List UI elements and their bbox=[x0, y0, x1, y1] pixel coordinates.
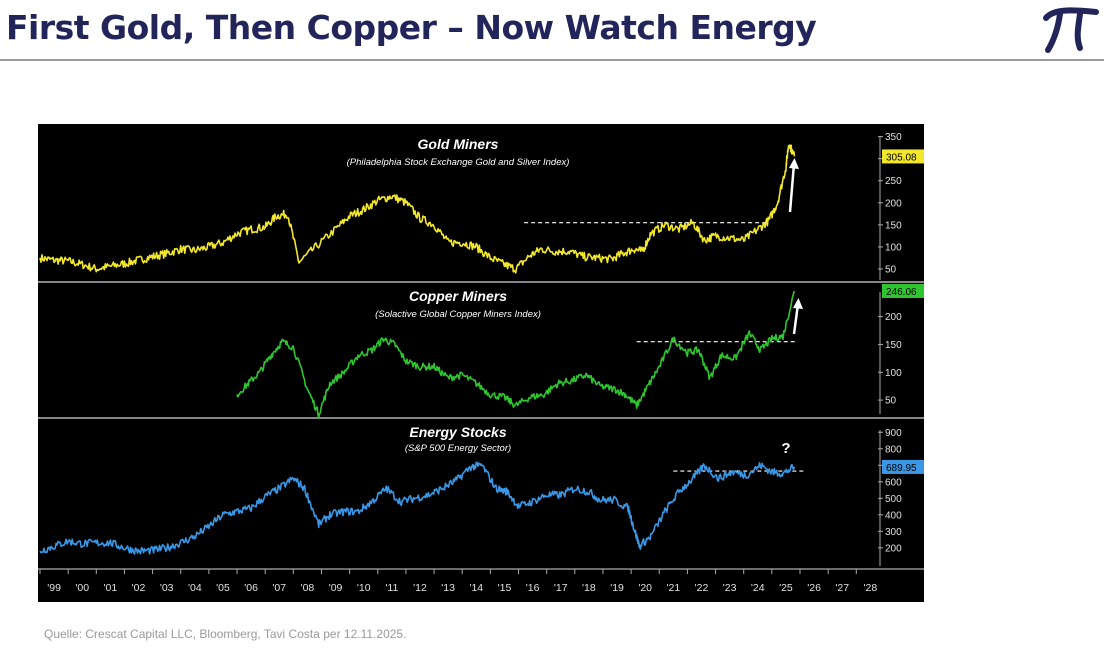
series-line bbox=[39, 461, 796, 555]
x-tick-label: '08 bbox=[301, 582, 315, 594]
panel-subtitle: (Philadelphia Stock Exchange Gold and Si… bbox=[347, 157, 570, 168]
x-tick-label: '17 bbox=[554, 582, 568, 594]
y-tick-label: 200 bbox=[885, 312, 902, 323]
y-tick-label: 100 bbox=[885, 368, 902, 379]
y-tick-label: 500 bbox=[885, 494, 902, 505]
logo bbox=[1043, 7, 1099, 53]
x-tick-label: '11 bbox=[385, 582, 398, 594]
y-tick-label: 200 bbox=[885, 543, 902, 554]
y-tick-label: 150 bbox=[885, 220, 902, 231]
last-value-label: 246.06 bbox=[886, 287, 917, 298]
x-tick-label: '18 bbox=[582, 582, 596, 594]
x-tick-label: '27 bbox=[835, 582, 849, 594]
y-tick-label: 200 bbox=[885, 198, 902, 209]
x-tick-label: '24 bbox=[751, 582, 765, 594]
x-tick-label: '25 bbox=[779, 582, 793, 594]
x-tick-label: '00 bbox=[75, 582, 89, 594]
page-title: First Gold, Then Copper – Now Watch Ener… bbox=[6, 8, 817, 47]
x-tick-label: '01 bbox=[104, 582, 118, 594]
up-arrow-head bbox=[789, 158, 799, 169]
x-tick-label: '07 bbox=[272, 582, 286, 594]
x-tick-label: '14 bbox=[469, 582, 483, 594]
up-arrow-head bbox=[793, 298, 803, 309]
y-tick-label: 900 bbox=[885, 428, 902, 439]
x-tick-label: '02 bbox=[132, 582, 146, 594]
x-tick-label: '13 bbox=[441, 582, 455, 594]
x-tick-label: '15 bbox=[498, 582, 512, 594]
question-mark-annotation: ? bbox=[781, 440, 790, 457]
last-value-label: 305.08 bbox=[886, 152, 917, 163]
last-value-label: 689.95 bbox=[886, 463, 917, 474]
source-note: Quelle: Crescat Capital LLC, Bloomberg, … bbox=[44, 627, 407, 641]
x-tick-label: '05 bbox=[216, 582, 230, 594]
x-tick-label: '28 bbox=[864, 582, 878, 594]
panel-title: Energy Stocks bbox=[409, 424, 506, 440]
up-arrow bbox=[792, 303, 800, 335]
x-tick-label: '10 bbox=[357, 582, 371, 594]
x-tick-label: '23 bbox=[723, 582, 737, 594]
y-tick-label: 50 bbox=[885, 396, 897, 407]
x-tick-label: '19 bbox=[610, 582, 624, 594]
y-tick-label: 50 bbox=[885, 264, 897, 275]
x-tick-label: '06 bbox=[244, 582, 258, 594]
panel-subtitle: (S&P 500 Energy Sector) bbox=[405, 443, 511, 454]
series-line bbox=[236, 290, 796, 419]
y-tick-label: 800 bbox=[885, 444, 902, 455]
multi-panel-line-chart: Gold Miners (Philadelphia Stock Exchange … bbox=[38, 124, 924, 602]
x-tick-label: '03 bbox=[160, 582, 174, 594]
y-tick-label: 150 bbox=[885, 340, 902, 351]
panel-title: Copper Miners bbox=[409, 288, 507, 304]
y-tick-label: 400 bbox=[885, 510, 902, 521]
x-tick-label: '21 bbox=[666, 582, 680, 594]
y-tick-label: 300 bbox=[885, 527, 902, 538]
chart-background bbox=[38, 124, 924, 602]
x-tick-label: '04 bbox=[188, 582, 202, 594]
last-value-badge bbox=[882, 283, 924, 298]
last-value-badge bbox=[882, 149, 924, 164]
y-tick-label: 600 bbox=[885, 477, 902, 488]
panel-subtitle: (Solactive Global Copper Miners Index) bbox=[375, 309, 541, 320]
last-value-badge bbox=[882, 459, 924, 474]
panel-title: Gold Miners bbox=[418, 136, 499, 152]
up-arrow bbox=[788, 163, 796, 213]
x-tick-label: '09 bbox=[329, 582, 343, 594]
x-tick-label: '22 bbox=[695, 582, 709, 594]
y-tick-label: 250 bbox=[885, 176, 902, 187]
x-tick-label: '26 bbox=[807, 582, 821, 594]
x-tick-label: '99 bbox=[47, 582, 61, 594]
x-tick-label: '20 bbox=[638, 582, 652, 594]
y-tick-label: 100 bbox=[885, 242, 902, 253]
x-tick-label: '16 bbox=[526, 582, 540, 594]
series-line bbox=[39, 144, 796, 274]
header-divider bbox=[0, 59, 1104, 61]
x-tick-label: '12 bbox=[413, 582, 427, 594]
y-tick-label: 350 bbox=[885, 132, 902, 143]
